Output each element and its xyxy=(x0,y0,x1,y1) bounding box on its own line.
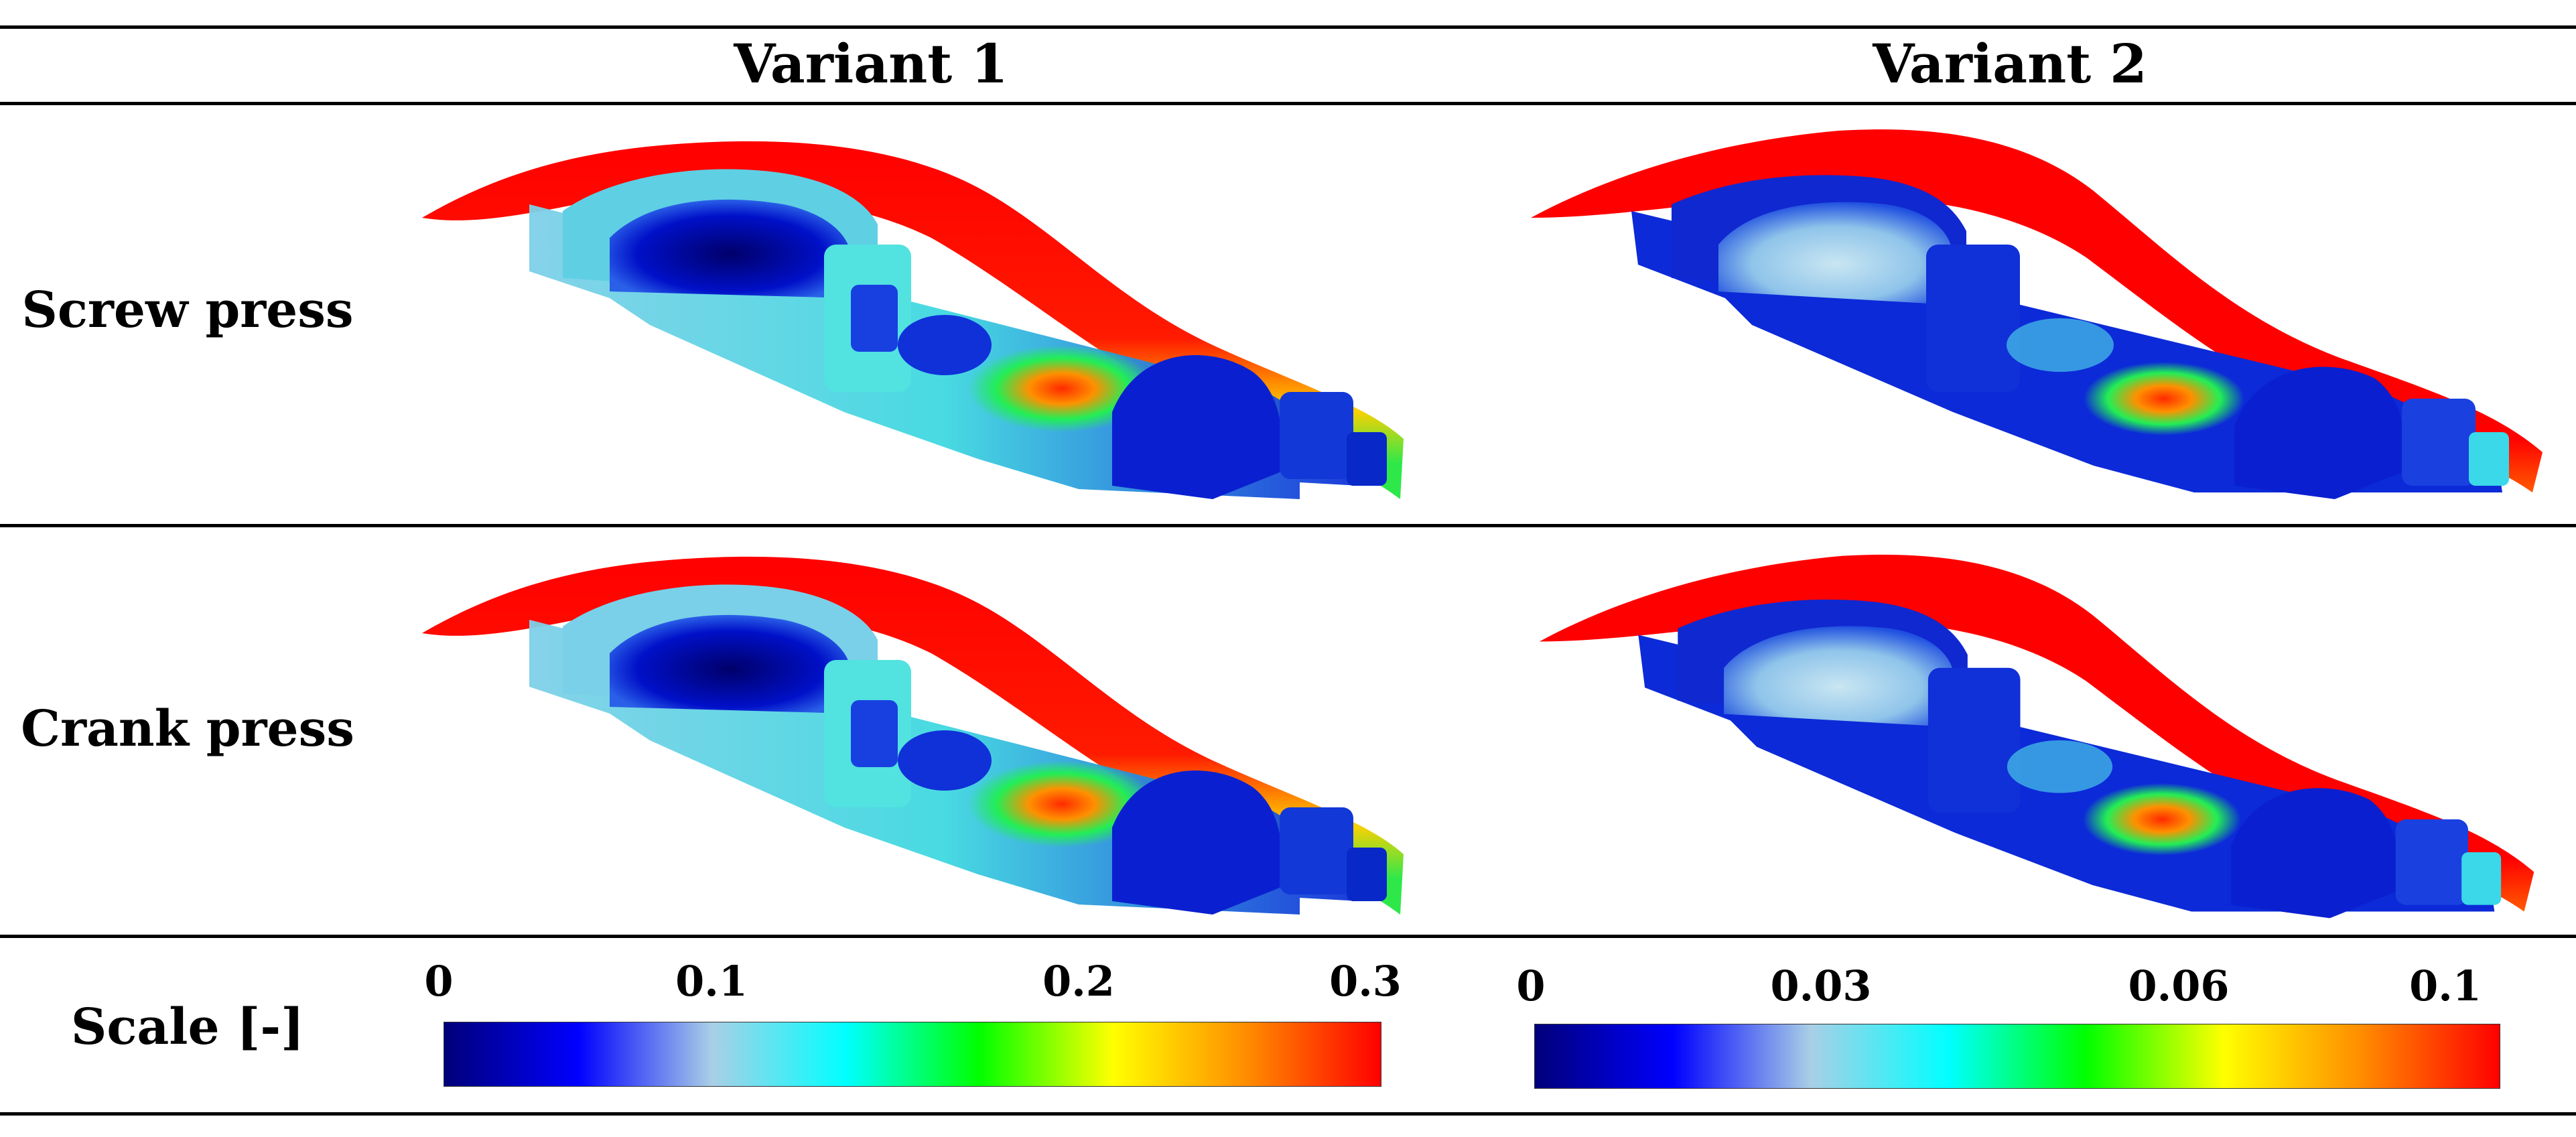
column-header-variant-1: Variant 1 xyxy=(734,32,1008,95)
render-variant2-crank-press xyxy=(1524,543,2556,931)
scale1-tick-3: 0.3 xyxy=(1329,957,1402,1006)
scale2-tick-2: 0.06 xyxy=(2128,961,2230,1010)
scale2-tick-3: 0.1 xyxy=(2409,961,2482,1010)
row-label-scale: Scale [-] xyxy=(70,998,305,1056)
render-variant1-crank-press xyxy=(409,539,1414,921)
render-variant2-screw-press xyxy=(1524,117,2556,513)
colorbar-gradient-1 xyxy=(444,1022,1381,1087)
scale1-tick-0: 0 xyxy=(424,957,454,1006)
header-rule xyxy=(0,102,2576,105)
row2-rule xyxy=(0,935,2576,938)
row-label-screw-press: Screw press xyxy=(21,281,354,339)
colorbar-gradient-2 xyxy=(1534,1024,2500,1089)
scale1-tick-2: 0.2 xyxy=(1042,957,1115,1006)
scale1-tick-1: 0.1 xyxy=(675,957,748,1006)
top-rule xyxy=(0,25,2576,29)
column-header-variant-2: Variant 2 xyxy=(1873,32,2147,95)
row1-rule xyxy=(0,524,2576,527)
bottom-rule xyxy=(0,1112,2576,1116)
scale2-tick-1: 0.03 xyxy=(1770,961,1872,1010)
render-variant1-screw-press xyxy=(409,124,1414,506)
scale2-tick-0: 0 xyxy=(1516,961,1546,1010)
row-label-crank-press: Crank press xyxy=(21,700,354,758)
